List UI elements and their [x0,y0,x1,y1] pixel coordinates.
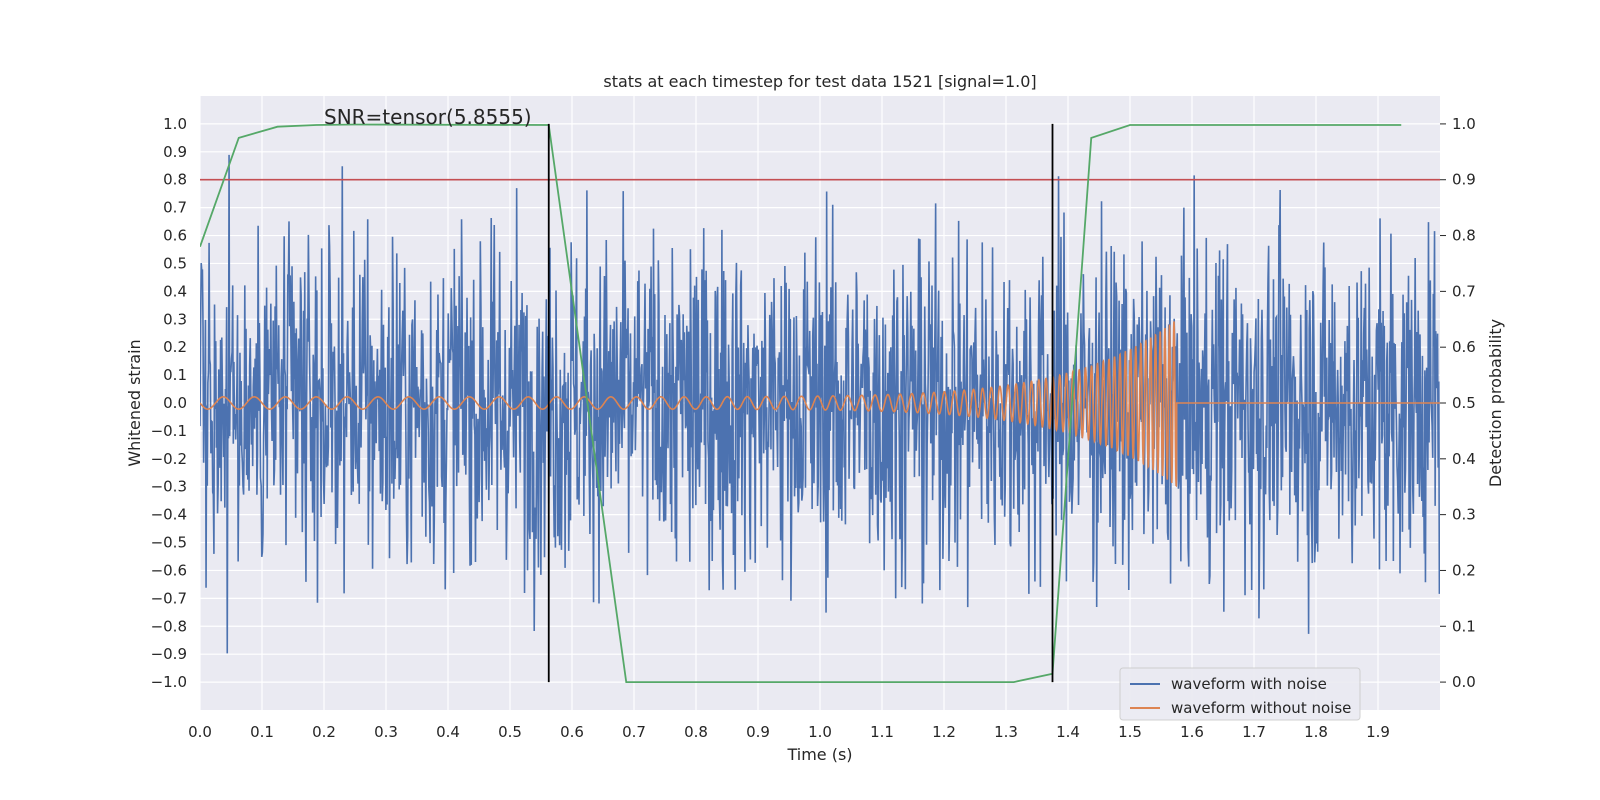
right-y-tick-label: 0.3 [1452,506,1476,524]
x-tick-label: 0.6 [560,723,584,741]
series-detection-probability [200,123,1402,683]
series-waveform-with-noise [200,154,1440,654]
left-y-tick-label: 0.6 [163,227,187,245]
right-y-tick-label: 0.0 [1452,673,1476,691]
left-y-tick-label: 0.1 [163,366,187,384]
x-tick-label: 1.1 [870,723,894,741]
legend-label-clean: waveform without noise [1171,699,1351,717]
left-y-tick-label: −0.6 [151,561,187,579]
x-tick-label: 0.1 [250,723,274,741]
legend: waveform with noise waveform without noi… [1119,667,1361,721]
x-tick-label: 0.0 [188,723,212,741]
left-y-tick-label: 0.9 [163,143,187,161]
x-tick-label: 1.2 [932,723,956,741]
x-tick-label: 0.5 [498,723,522,741]
left-y-tick-label: 0.8 [163,171,187,189]
left-y-tick-label: 0.7 [163,199,187,217]
left-y-tick-label: 0.3 [163,310,187,328]
legend-label-noise: waveform with noise [1171,675,1327,693]
right-y-tick-label: 0.7 [1452,282,1476,300]
x-tick-label: 0.9 [746,723,770,741]
right-y-tick-label: 0.9 [1452,171,1476,189]
x-tick-label: 0.2 [312,723,336,741]
left-y-tick-label: 0.5 [163,254,187,272]
x-tick-label: 0.8 [684,723,708,741]
right-y-tick-label: 0.5 [1452,394,1476,412]
x-tick-label: 0.3 [374,723,398,741]
x-tick-label: 0.7 [622,723,646,741]
left-y-tick-label: −0.5 [151,534,187,552]
left-y-tick-label: −0.7 [151,589,187,607]
x-axis-label: Time (s) [786,745,852,764]
series-waveform-without-noise [200,321,1440,488]
x-tick-label: 1.4 [1056,723,1080,741]
right-y-axis-ticks: 0.0 0.1 0.2 0.3 0.4 0.5 0.6 0.7 0.8 0.9 1.0 [1440,115,1476,691]
x-tick-label: 1.9 [1366,723,1390,741]
right-y-tick-label: 0.6 [1452,338,1476,356]
left-y-tick-label: −0.8 [151,617,187,635]
legend-box [1119,667,1361,721]
right-y-tick-label: 0.4 [1452,450,1476,468]
x-tick-label: 1.6 [1180,723,1204,741]
left-y-tick-label: −0.9 [151,645,187,663]
left-y-tick-label: 0.2 [163,338,187,356]
x-tick-label: 1.7 [1242,723,1266,741]
left-y-tick-label: 0.4 [163,282,187,300]
x-tick-label: 1.8 [1304,723,1328,741]
left-y-axis-ticks: −1.0 −0.9 −0.8 −0.7 −0.6 −0.5 −0.4 −0.3 −0.2 −0.1… [151,115,187,691]
x-tick-label: 0.4 [436,723,460,741]
right-y-tick-label: 0.8 [1452,227,1476,245]
chart-title: stats at each timestep for test data 152… [603,72,1036,91]
x-tick-label: 1.5 [1118,723,1142,741]
left-y-tick-label: −0.4 [151,506,187,524]
left-y-tick-label: −0.1 [151,422,187,440]
right-y-tick-label: 1.0 [1452,115,1476,133]
series-layer [200,123,1440,683]
left-y-tick-label: 1.0 [163,115,187,133]
x-tick-label: 1.3 [994,723,1018,741]
x-axis-ticks: 0.0 0.1 0.2 0.3 0.4 0.5 0.6 0.7 0.8 0.9 1.0 1.1 1.2 1… [188,723,1390,741]
right-y-tick-label: 0.1 [1452,617,1476,635]
left-y-tick-label: 0.0 [163,394,187,412]
right-y-tick-label: 0.2 [1452,561,1476,579]
left-y-axis-label: Whitened strain [125,339,144,466]
right-y-axis-label: Detection probability [1486,319,1505,487]
x-tick-label: 1.0 [808,723,832,741]
snr-annotation: SNR=tensor(5.8555) [324,105,532,129]
left-y-tick-label: −0.3 [151,478,187,496]
left-y-tick-label: −0.2 [151,450,187,468]
left-y-tick-label: −1.0 [151,673,187,691]
